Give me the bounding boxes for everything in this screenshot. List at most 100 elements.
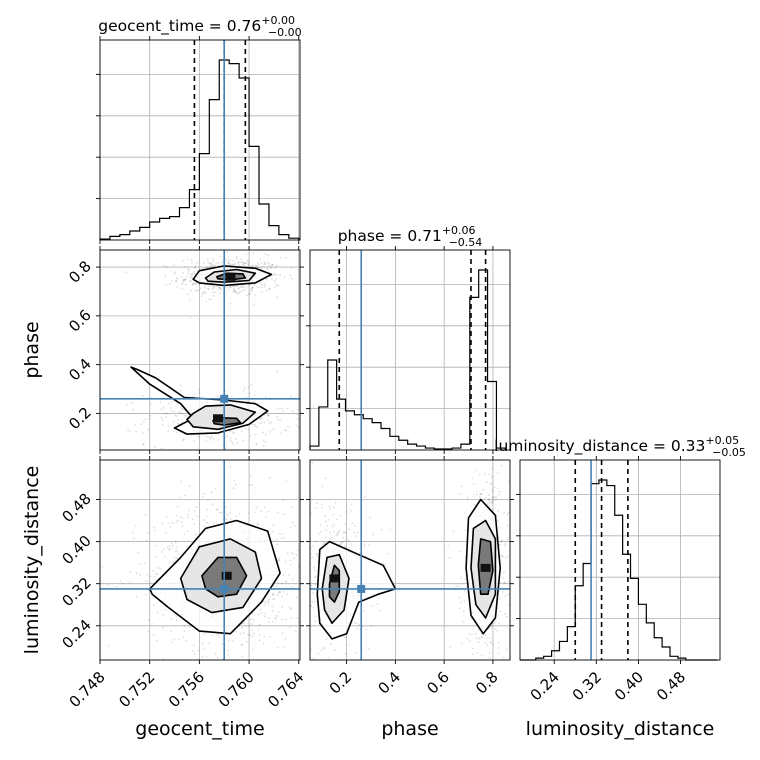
sample-point	[208, 298, 211, 301]
sample-point	[234, 289, 237, 292]
sample-point	[176, 505, 179, 508]
sample-point	[277, 611, 280, 613]
sample-point	[314, 583, 317, 586]
sample-point	[310, 688, 312, 690]
sample-point	[452, 530, 455, 533]
sample-point	[498, 687, 500, 689]
sample-point	[258, 422, 261, 425]
sample-point	[495, 496, 497, 498]
sample-point	[300, 593, 302, 595]
sample-point	[499, 543, 501, 546]
sample-point	[171, 401, 174, 404]
sample-point	[511, 593, 513, 595]
sample-point	[252, 648, 254, 651]
sample-point	[140, 423, 143, 426]
y-tick-label-luminosity_distance: 0.24	[58, 616, 94, 652]
sample-point	[152, 569, 154, 572]
sample-point	[212, 291, 215, 293]
sample-point	[248, 625, 251, 627]
sample-point	[289, 526, 292, 529]
sample-point	[315, 552, 318, 555]
sample-point	[263, 421, 266, 424]
sample-point	[505, 648, 508, 651]
sample-point	[157, 566, 160, 569]
sample-point	[146, 532, 149, 535]
sample-point	[238, 286, 240, 289]
sample-point	[296, 563, 298, 565]
sample-point	[316, 555, 319, 558]
sample-point	[129, 571, 132, 574]
sample-point	[363, 545, 366, 548]
sample-point	[213, 438, 215, 440]
sample-point	[324, 536, 327, 539]
sample-point	[504, 582, 507, 584]
sample-point	[218, 433, 221, 436]
sample-point	[472, 483, 475, 485]
sample-point	[153, 526, 155, 529]
sample-point	[268, 422, 271, 425]
sample-point	[240, 644, 243, 647]
sample-point	[488, 502, 491, 505]
sample-point	[286, 552, 289, 555]
sample-point	[328, 518, 330, 521]
sample-point	[147, 428, 150, 431]
sample-point	[279, 256, 282, 259]
sample-point	[195, 506, 198, 508]
sample-point	[261, 290, 263, 293]
sample-point	[273, 286, 276, 289]
sample-point	[175, 431, 178, 434]
sample-point	[235, 256, 238, 259]
sample-point	[219, 286, 221, 289]
sample-point	[463, 589, 466, 592]
sample-point	[253, 284, 256, 287]
sample-point	[256, 523, 259, 526]
sample-point	[258, 639, 261, 642]
sample-point	[499, 554, 502, 557]
sample-point	[304, 642, 306, 644]
sample-point	[115, 586, 118, 588]
sample-point	[243, 261, 246, 264]
x-tick-label-luminosity_distance: 0.40	[611, 668, 647, 704]
tick-marks	[99, 36, 300, 244]
sample-point	[259, 608, 262, 611]
sample-point	[354, 622, 357, 625]
y-tick-label-luminosity_distance: 0.32	[58, 574, 94, 610]
sample-point	[363, 495, 366, 498]
sample-point	[153, 576, 156, 578]
sample-point	[216, 288, 219, 291]
sample-point	[205, 521, 208, 524]
sample-point	[491, 468, 494, 470]
sample-point	[490, 624, 493, 627]
sample-point	[182, 636, 185, 639]
sample-point	[237, 663, 239, 665]
sample-point	[241, 430, 243, 433]
sample-point	[229, 518, 232, 521]
x-axis-title-geocent_time: geocent_time	[135, 718, 264, 740]
sample-point	[321, 543, 324, 546]
sample-point	[162, 406, 165, 409]
sample-point	[278, 590, 281, 593]
sample-point	[193, 439, 196, 442]
sample-point	[159, 567, 162, 570]
sample-point	[156, 611, 159, 614]
sample-point	[317, 652, 320, 655]
sample-point	[175, 514, 178, 517]
y-tick-label-luminosity_distance: 0.48	[58, 490, 94, 526]
sample-point	[296, 417, 299, 420]
sample-point	[160, 447, 163, 450]
sample-point	[240, 261, 242, 263]
sample-point	[201, 642, 204, 644]
sample-point	[271, 263, 274, 266]
sample-point	[191, 273, 193, 276]
sample-point	[267, 601, 270, 604]
sample-point	[176, 277, 179, 280]
sample-point	[488, 500, 491, 503]
sample-point	[241, 261, 244, 264]
sample-point	[224, 505, 227, 508]
sample-point	[208, 436, 211, 439]
sample-point	[321, 689, 323, 691]
sample-point	[493, 507, 496, 510]
sample-point	[291, 277, 294, 280]
sample-point	[227, 649, 230, 652]
sample-point	[260, 510, 262, 512]
